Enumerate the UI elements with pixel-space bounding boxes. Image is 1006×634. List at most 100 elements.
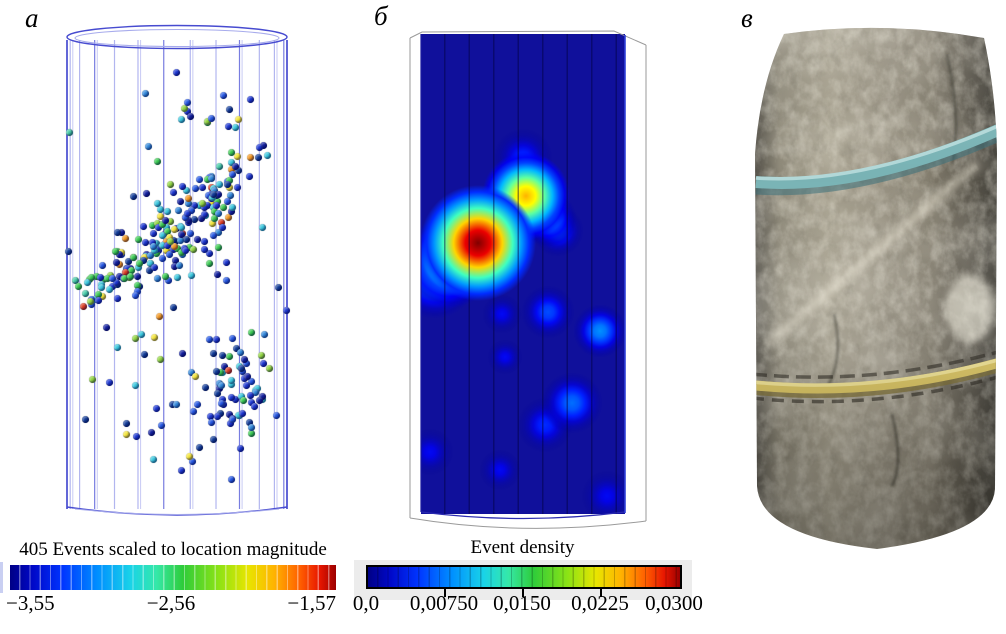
ae-event-point <box>232 396 240 404</box>
ae-event-point <box>149 456 157 464</box>
ae-event-point <box>272 411 280 419</box>
ae-event-point <box>167 238 175 246</box>
ae-event-point <box>173 68 181 76</box>
ae-event-point <box>185 200 193 208</box>
density-colorbar-ticks: 0,0 0,00750 0,0150 0,0225 0,0300 <box>352 591 704 617</box>
ae-event-point <box>259 392 267 400</box>
ae-event-point <box>148 239 156 247</box>
ae-event-point <box>238 368 246 376</box>
tick-label: 0,0 <box>352 591 380 615</box>
ae-event-point <box>177 467 185 475</box>
ae-event-point <box>92 272 100 280</box>
ae-event-point <box>206 250 214 258</box>
ae-event-point <box>163 237 171 245</box>
ae-event-point <box>203 118 211 126</box>
ae-event-point <box>183 209 191 217</box>
ae-event-point <box>170 304 178 312</box>
ae-event-point <box>132 291 140 299</box>
ae-event-point <box>188 207 196 215</box>
density-blob <box>521 285 575 339</box>
ae-event-point <box>257 352 265 360</box>
ae-event-point <box>243 360 251 368</box>
ae-event-point <box>223 276 231 284</box>
ae-event-point <box>212 202 220 210</box>
ae-event-point <box>246 173 254 181</box>
ae-event-point <box>158 221 166 229</box>
ae-event-point <box>217 381 225 389</box>
ae-event-point <box>135 263 143 271</box>
ae-event-point <box>216 409 224 417</box>
ae-event-point <box>199 199 207 207</box>
ae-event-point <box>251 403 259 411</box>
density-colorbar-title: Event density <box>470 537 575 558</box>
ae-event-point <box>207 418 215 426</box>
cylinder-wireframe-a <box>66 24 288 516</box>
density-blob <box>573 304 625 358</box>
ae-event-point <box>266 364 274 372</box>
ae-event-point <box>195 443 203 451</box>
ae-event-point <box>193 400 201 408</box>
ae-event-point <box>121 268 129 276</box>
ae-event-point <box>244 373 252 381</box>
ae-event-point <box>114 295 122 303</box>
ae-event-point <box>190 202 198 210</box>
ae-event-point <box>174 206 182 214</box>
density-blob <box>581 470 625 514</box>
ae-event-point <box>198 184 206 192</box>
ae-event-point <box>156 312 164 320</box>
ae-event-point <box>231 124 239 132</box>
ae-event-point <box>181 104 188 112</box>
ae-event-point <box>214 191 222 199</box>
ae-event-point <box>226 105 234 113</box>
ae-event-point <box>131 335 139 343</box>
ae-event-point <box>103 274 111 282</box>
ae-event-point <box>228 148 236 156</box>
ae-event-point <box>146 266 154 274</box>
tick-label: 0,0150 <box>493 591 551 615</box>
ae-event-point <box>232 162 240 170</box>
ae-event-point <box>218 399 226 407</box>
ae-event-point <box>213 335 221 343</box>
ae-event-point <box>214 413 222 420</box>
density-blob <box>541 372 603 434</box>
ae-event-point <box>214 390 222 398</box>
colorbar-tick <box>444 588 446 597</box>
ae-event-point <box>113 228 121 236</box>
ae-event-point <box>206 260 214 268</box>
ae-event-point <box>237 364 245 372</box>
ae-event-point <box>192 372 200 380</box>
colorbar-edge-mark <box>0 562 3 593</box>
ae-event-point <box>106 285 114 293</box>
magnitude-colorbar-title: 405 Events scaled to location magnitude <box>19 539 327 560</box>
ae-event-point <box>201 245 209 253</box>
ae-event-point <box>147 428 155 436</box>
ae-event-point <box>164 207 172 215</box>
ae-event-point <box>247 378 255 386</box>
ae-event-point <box>115 251 123 259</box>
ae-event-point <box>237 348 245 356</box>
ae-event-point <box>228 475 235 483</box>
ae-event-point <box>211 186 219 194</box>
ae-event-point <box>114 343 122 351</box>
ae-event-point <box>118 229 126 237</box>
ae-event-point <box>215 162 223 170</box>
ae-event-point <box>185 244 193 252</box>
panel-v-label: в <box>741 3 753 33</box>
ae-event-point <box>134 235 142 243</box>
ae-event-point <box>186 113 194 121</box>
ae-event-point <box>154 219 162 227</box>
ae-event-point <box>234 166 242 174</box>
panel-b-label: б <box>374 1 388 31</box>
ae-event-point <box>158 421 166 429</box>
ae-event-point <box>133 282 141 290</box>
ae-event-point <box>165 250 173 258</box>
ae-event-point <box>226 183 234 191</box>
ae-event-point <box>225 411 233 419</box>
ae-event-point <box>220 362 228 370</box>
ae-event-point <box>157 205 165 213</box>
ae-event-point <box>138 331 146 339</box>
ae-event-point <box>172 401 180 409</box>
ae-event-point <box>243 381 251 389</box>
ae-event-point <box>88 376 96 384</box>
